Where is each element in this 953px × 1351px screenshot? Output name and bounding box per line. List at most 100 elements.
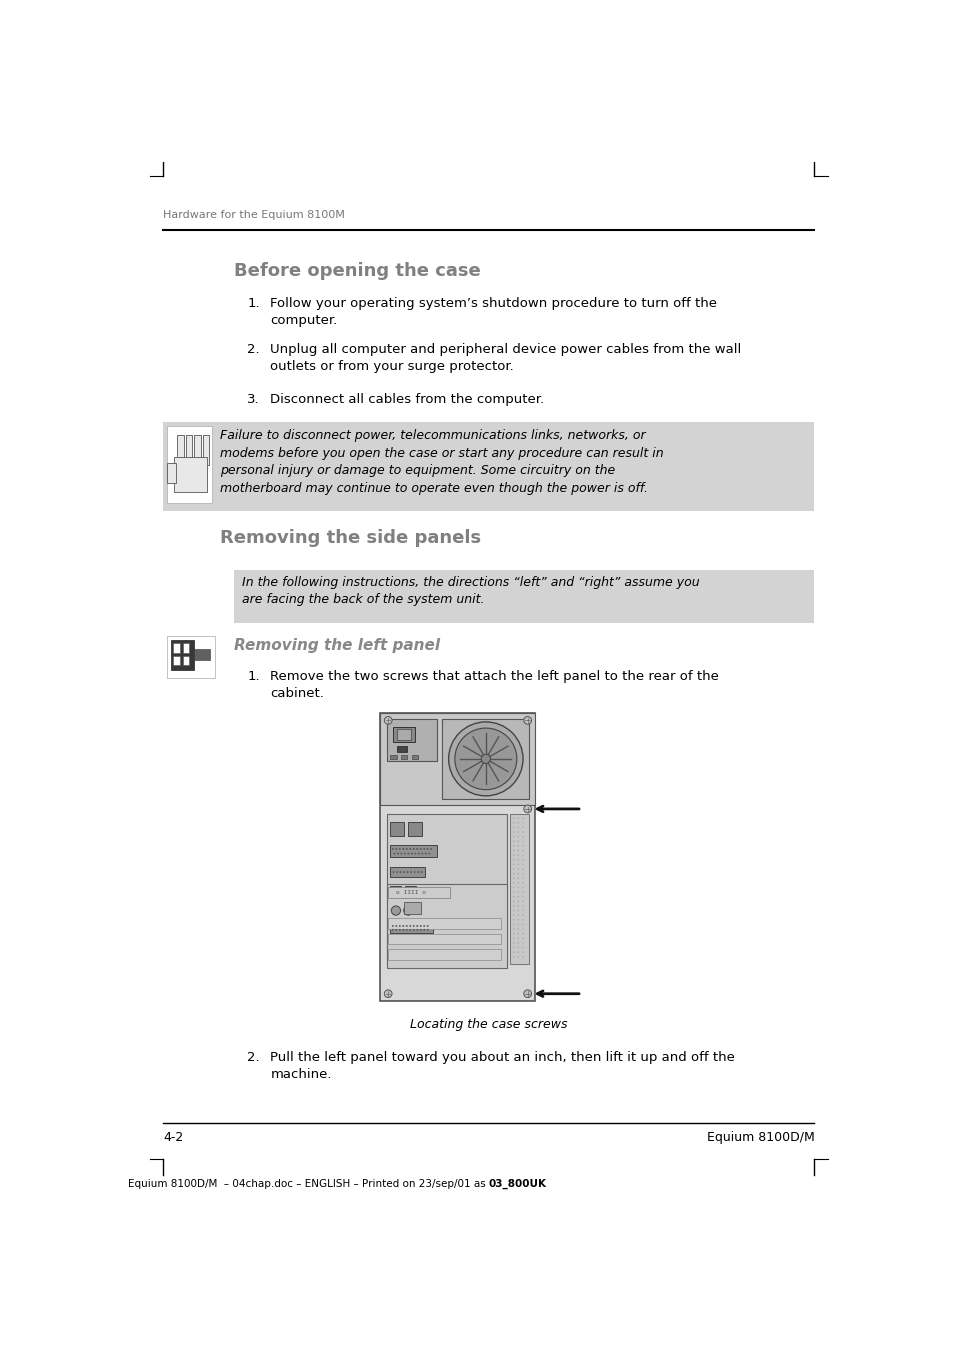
Circle shape	[517, 869, 518, 870]
FancyBboxPatch shape	[509, 815, 529, 965]
Circle shape	[398, 848, 400, 850]
FancyBboxPatch shape	[386, 884, 506, 969]
Circle shape	[419, 925, 421, 927]
Circle shape	[517, 905, 518, 907]
Circle shape	[513, 892, 514, 893]
Circle shape	[513, 919, 514, 920]
Circle shape	[517, 934, 518, 935]
FancyBboxPatch shape	[388, 888, 450, 898]
Circle shape	[402, 929, 404, 931]
Circle shape	[517, 909, 518, 912]
Circle shape	[406, 871, 408, 873]
Circle shape	[521, 905, 523, 907]
FancyBboxPatch shape	[400, 755, 406, 759]
Circle shape	[521, 951, 523, 952]
Circle shape	[455, 728, 517, 790]
Circle shape	[517, 817, 518, 819]
Text: Remove the two screws that attach the left panel to the rear of the
cabinet.: Remove the two screws that attach the le…	[270, 670, 719, 700]
Circle shape	[521, 947, 523, 948]
Circle shape	[393, 852, 395, 854]
Circle shape	[521, 934, 523, 935]
Circle shape	[521, 915, 523, 916]
FancyBboxPatch shape	[390, 886, 401, 897]
Circle shape	[419, 848, 421, 850]
Circle shape	[428, 852, 430, 854]
FancyBboxPatch shape	[390, 923, 433, 934]
Circle shape	[395, 929, 396, 931]
Circle shape	[392, 925, 394, 927]
Circle shape	[517, 854, 518, 857]
Circle shape	[521, 938, 523, 939]
Circle shape	[521, 831, 523, 832]
Text: Equium 8100D/M: Equium 8100D/M	[706, 1131, 814, 1144]
Circle shape	[405, 848, 407, 850]
Circle shape	[513, 854, 514, 857]
Circle shape	[521, 896, 523, 897]
Circle shape	[513, 957, 514, 958]
Text: Removing the left panel: Removing the left panel	[233, 638, 439, 653]
Circle shape	[517, 938, 518, 939]
Circle shape	[420, 871, 422, 873]
Circle shape	[521, 877, 523, 880]
Text: Equium 8100D/M  – 04chap.doc – ENGLISH – Printed on 23/sep/01 as: Equium 8100D/M – 04chap.doc – ENGLISH – …	[128, 1178, 488, 1189]
Circle shape	[517, 850, 518, 851]
Circle shape	[423, 848, 425, 850]
FancyBboxPatch shape	[380, 713, 535, 1001]
Circle shape	[513, 863, 514, 865]
FancyBboxPatch shape	[403, 902, 420, 915]
FancyBboxPatch shape	[390, 821, 404, 836]
FancyBboxPatch shape	[386, 815, 506, 965]
Circle shape	[410, 871, 412, 873]
Circle shape	[517, 846, 518, 847]
FancyBboxPatch shape	[163, 423, 814, 511]
FancyBboxPatch shape	[194, 648, 210, 659]
Circle shape	[517, 915, 518, 916]
Circle shape	[513, 869, 514, 870]
Circle shape	[513, 817, 514, 819]
Circle shape	[513, 915, 514, 916]
Circle shape	[517, 886, 518, 888]
Circle shape	[405, 929, 407, 931]
Circle shape	[517, 859, 518, 861]
Circle shape	[513, 909, 514, 912]
FancyBboxPatch shape	[408, 821, 422, 836]
Circle shape	[392, 929, 394, 931]
Circle shape	[384, 990, 392, 997]
Circle shape	[416, 848, 417, 850]
Circle shape	[513, 905, 514, 907]
Circle shape	[521, 873, 523, 874]
Circle shape	[513, 934, 514, 935]
Circle shape	[521, 840, 523, 842]
FancyBboxPatch shape	[183, 655, 189, 665]
Circle shape	[421, 852, 423, 854]
Circle shape	[384, 716, 392, 724]
Circle shape	[392, 848, 394, 850]
Circle shape	[517, 892, 518, 893]
Circle shape	[426, 848, 428, 850]
Text: 1.: 1.	[247, 297, 259, 309]
Circle shape	[517, 882, 518, 884]
FancyBboxPatch shape	[412, 755, 418, 759]
Circle shape	[395, 848, 396, 850]
Circle shape	[403, 871, 405, 873]
Circle shape	[513, 882, 514, 884]
Circle shape	[413, 848, 415, 850]
Text: 1.: 1.	[247, 670, 259, 684]
Circle shape	[521, 882, 523, 884]
Circle shape	[513, 947, 514, 948]
FancyBboxPatch shape	[186, 435, 192, 470]
Circle shape	[399, 871, 401, 873]
Circle shape	[513, 827, 514, 828]
Circle shape	[513, 850, 514, 851]
Circle shape	[521, 928, 523, 929]
FancyBboxPatch shape	[177, 435, 183, 470]
Text: Removing the side panels: Removing the side panels	[220, 530, 480, 547]
Text: 2.: 2.	[247, 343, 259, 357]
Circle shape	[398, 929, 400, 931]
Circle shape	[517, 924, 518, 925]
FancyBboxPatch shape	[390, 846, 436, 858]
Circle shape	[513, 859, 514, 861]
Circle shape	[411, 852, 413, 854]
FancyBboxPatch shape	[397, 746, 406, 753]
Circle shape	[513, 831, 514, 832]
